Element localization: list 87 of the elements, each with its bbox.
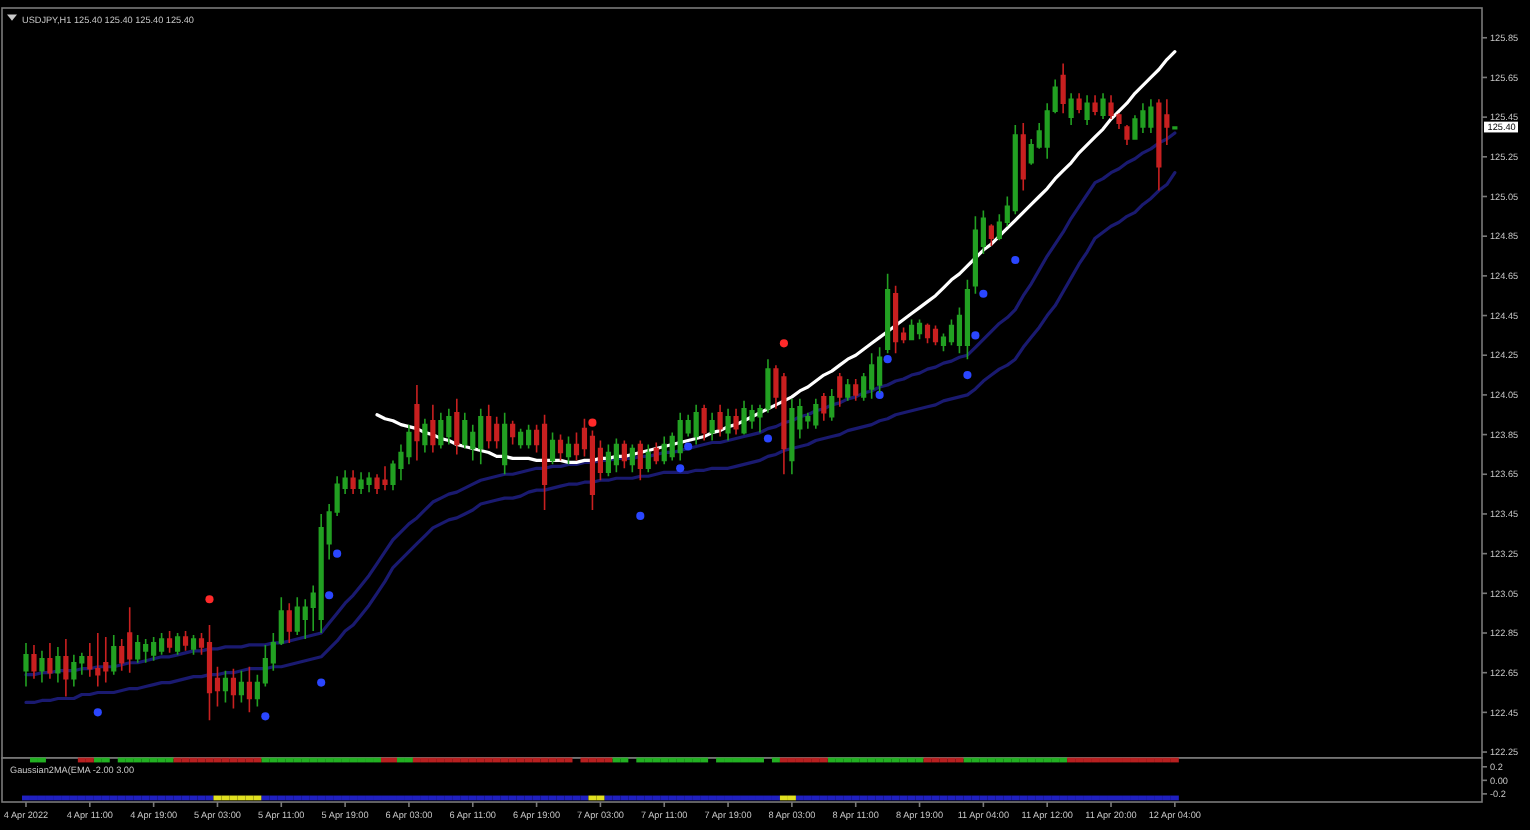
candlestick xyxy=(103,636,109,684)
candlestick xyxy=(709,411,715,442)
point xyxy=(1011,255,1020,265)
candlestick xyxy=(446,407,452,446)
candlestick xyxy=(1148,98,1154,134)
candlestick xyxy=(438,411,444,450)
candlestick xyxy=(159,632,165,656)
candlestick xyxy=(55,646,61,684)
candlestick xyxy=(1060,62,1066,114)
candlestick xyxy=(95,632,101,688)
candlestick xyxy=(749,404,755,430)
candlestick xyxy=(813,398,819,430)
candlestick xyxy=(725,407,731,442)
candlestick xyxy=(430,404,436,454)
candlestick xyxy=(358,471,364,495)
candlestick xyxy=(151,636,157,662)
candlestick xyxy=(1068,92,1074,126)
candlestick xyxy=(174,632,181,656)
candlestick xyxy=(741,400,747,436)
point xyxy=(883,355,892,364)
candlestick xyxy=(127,606,133,674)
point xyxy=(93,708,102,717)
candlestick xyxy=(135,634,141,664)
candlestick xyxy=(111,634,117,676)
candlestick xyxy=(645,443,651,474)
point xyxy=(779,339,788,348)
candlestick xyxy=(733,407,739,436)
candlestick xyxy=(789,398,795,476)
candlestick xyxy=(422,417,428,454)
candlestick xyxy=(653,441,659,466)
candlestick xyxy=(988,223,994,247)
candlestick xyxy=(350,469,356,495)
candlestick xyxy=(821,392,827,422)
candlestick xyxy=(478,407,484,466)
candlestick xyxy=(717,404,723,438)
candlestick xyxy=(701,404,707,442)
point xyxy=(676,464,685,473)
candlestick xyxy=(39,650,45,684)
candlestick xyxy=(869,352,875,400)
candlestick xyxy=(246,665,252,714)
point xyxy=(763,434,773,443)
point xyxy=(979,289,988,298)
candlestick xyxy=(1084,94,1090,126)
point xyxy=(317,678,326,687)
candlestick xyxy=(294,596,300,636)
candlestick xyxy=(454,398,460,456)
candlestick xyxy=(167,630,173,654)
candlestick xyxy=(1076,92,1082,114)
candlestick xyxy=(486,404,492,450)
point xyxy=(205,595,214,604)
candlestick xyxy=(414,384,420,462)
candlestick xyxy=(63,638,69,698)
candlestick xyxy=(374,473,380,495)
candlestick xyxy=(1140,102,1146,134)
point xyxy=(325,591,334,600)
candlestick xyxy=(1124,124,1130,146)
candlestick xyxy=(23,642,29,688)
candlestick xyxy=(781,372,787,476)
candlestick xyxy=(1100,92,1106,120)
line-series xyxy=(375,50,1177,464)
candlestick xyxy=(47,642,53,680)
point xyxy=(875,390,884,399)
candlestick xyxy=(31,644,37,680)
candlestick xyxy=(382,465,388,491)
candlestick xyxy=(677,411,683,462)
candlestick xyxy=(1092,94,1098,116)
point xyxy=(588,418,597,427)
candlestick xyxy=(829,388,835,422)
candlestick xyxy=(286,602,292,644)
candlestick xyxy=(182,630,189,652)
point xyxy=(636,511,645,520)
point xyxy=(333,549,342,558)
candlestick xyxy=(1156,98,1162,192)
candlestick xyxy=(143,638,149,664)
candlestick xyxy=(845,378,851,402)
candlestick xyxy=(71,654,77,688)
candlestick xyxy=(190,634,197,656)
point xyxy=(971,331,980,340)
candlestick xyxy=(693,404,699,446)
point xyxy=(261,712,270,721)
candlestick xyxy=(853,378,859,402)
point xyxy=(963,371,972,380)
candlestick xyxy=(837,372,843,408)
candlestick xyxy=(1020,122,1026,192)
candlestick xyxy=(661,435,667,466)
point xyxy=(684,442,693,451)
candlestick xyxy=(366,471,372,493)
